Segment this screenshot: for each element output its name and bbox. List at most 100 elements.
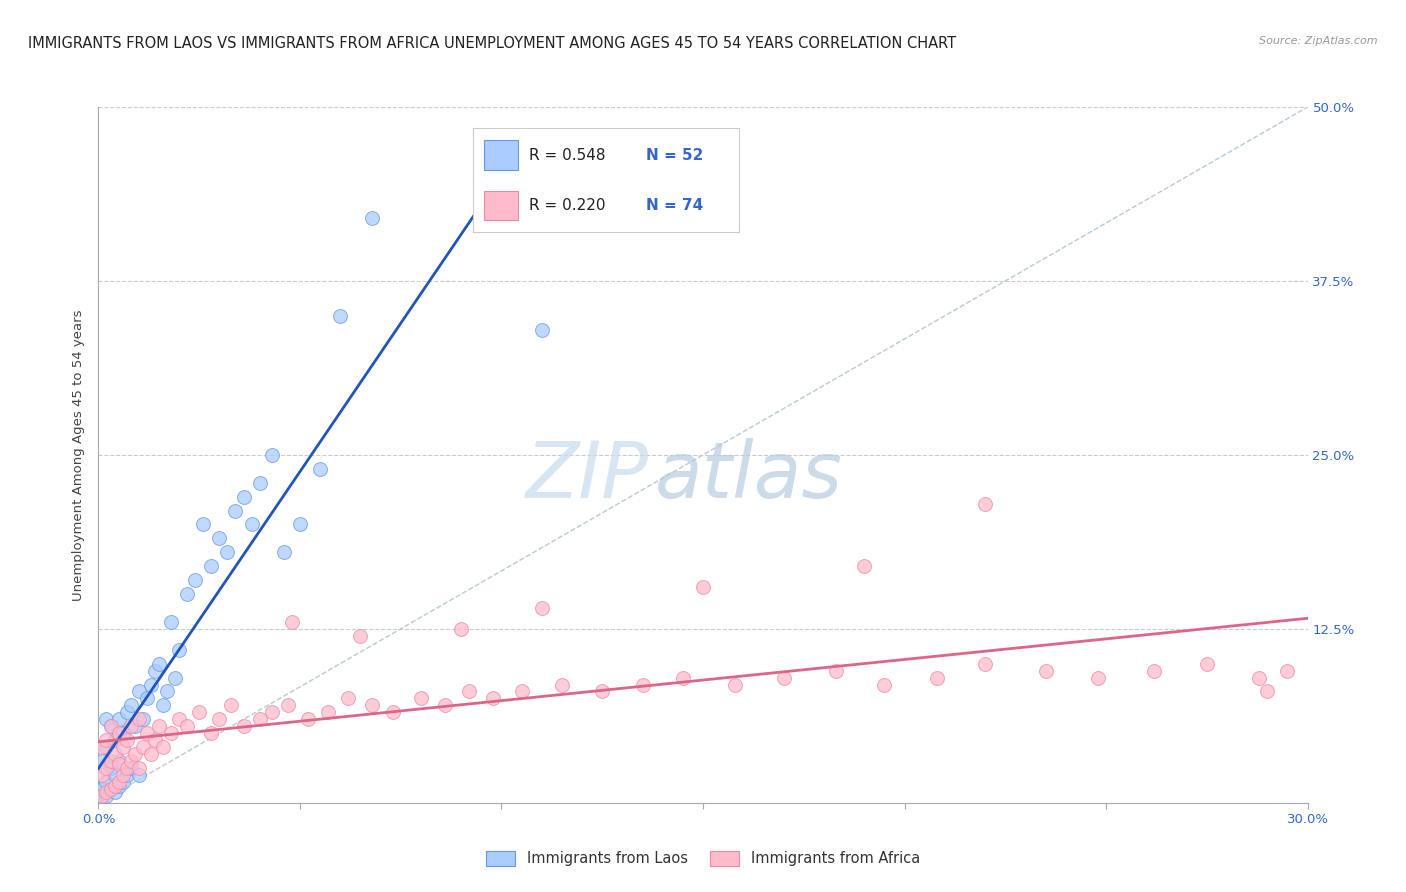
Point (91, 789, 114, 803)
Point (100, 719, 122, 733)
Point (107, 779, 129, 793)
Point (135, 691, 157, 706)
Point (193, 517, 215, 532)
Point (273, 545, 295, 559)
Point (409, 691, 432, 706)
Point (1277, 664, 1299, 678)
Point (143, 664, 166, 678)
Point (591, 684, 613, 698)
Point (853, 559, 876, 574)
Point (139, 747, 162, 761)
Point (107, 754, 129, 768)
Point (100, 761, 122, 775)
Point (692, 580, 714, 594)
Point (115, 733, 138, 747)
Point (143, 733, 166, 747)
Point (103, 747, 125, 761)
Y-axis label: Unemployment Among Ages 45 to 54 years: Unemployment Among Ages 45 to 54 years (72, 310, 86, 600)
Point (337, 691, 360, 706)
Point (103, 785, 125, 799)
Point (96, 789, 118, 803)
Point (349, 629, 371, 643)
Point (631, 677, 654, 691)
Point (100, 719, 122, 733)
Point (135, 726, 157, 740)
Point (361, 211, 384, 226)
Point (111, 768, 134, 782)
Point (176, 587, 198, 601)
Point (200, 726, 222, 740)
Point (152, 740, 174, 755)
Point (260, 706, 283, 720)
Point (124, 747, 146, 761)
Point (925, 671, 948, 685)
Point (132, 712, 155, 726)
Point (873, 677, 896, 691)
Text: ZIP: ZIP (526, 438, 648, 514)
Point (156, 684, 179, 698)
Point (672, 671, 695, 685)
Point (260, 448, 283, 462)
Point (96, 785, 118, 799)
Point (224, 503, 246, 517)
Point (281, 615, 304, 629)
Point (107, 756, 129, 771)
Point (1035, 664, 1057, 678)
Point (434, 698, 457, 713)
Point (152, 698, 174, 713)
Point (120, 719, 142, 733)
Point (167, 642, 190, 657)
Point (200, 559, 222, 574)
Point (100, 781, 122, 796)
Point (232, 719, 254, 733)
Point (381, 706, 404, 720)
Point (1256, 684, 1278, 698)
Point (277, 698, 299, 713)
Point (510, 684, 533, 698)
Point (103, 768, 125, 782)
Point (361, 698, 384, 713)
Point (240, 517, 263, 532)
Point (316, 706, 339, 720)
Point (450, 622, 472, 636)
Text: Source: ZipAtlas.com: Source: ZipAtlas.com (1260, 36, 1378, 45)
Point (167, 712, 190, 726)
Point (91, 754, 114, 768)
Point (96, 740, 118, 755)
Point (1143, 664, 1166, 678)
Point (1249, 671, 1271, 685)
Point (96, 712, 118, 726)
Point (120, 698, 142, 713)
Point (107, 775, 129, 789)
Point (148, 657, 170, 671)
Point (530, 601, 553, 615)
Point (107, 726, 129, 740)
Legend: Immigrants from Laos, Immigrants from Africa: Immigrants from Laos, Immigrants from Af… (481, 845, 925, 872)
Point (208, 532, 231, 546)
Point (148, 719, 170, 733)
Point (217, 545, 239, 559)
Point (91, 789, 114, 803)
Text: IMMIGRANTS FROM LAOS VS IMMIGRANTS FROM AFRICA UNEMPLOYMENT AMONG AGES 45 TO 54 : IMMIGRANTS FROM LAOS VS IMMIGRANTS FROM … (28, 36, 956, 51)
Point (297, 712, 319, 726)
Point (124, 719, 146, 733)
Point (288, 517, 311, 532)
Point (91, 768, 114, 782)
Point (120, 754, 142, 768)
Point (249, 712, 271, 726)
Point (184, 573, 207, 587)
Point (115, 706, 138, 720)
Point (221, 698, 243, 713)
Point (825, 664, 848, 678)
Point (208, 712, 231, 726)
Point (128, 684, 150, 698)
Point (1195, 657, 1218, 671)
Point (309, 462, 332, 476)
Text: atlas: atlas (655, 438, 842, 514)
Point (160, 726, 183, 740)
Point (115, 768, 138, 782)
Point (111, 775, 134, 789)
Point (132, 740, 155, 755)
Point (128, 761, 150, 775)
Point (974, 497, 997, 511)
